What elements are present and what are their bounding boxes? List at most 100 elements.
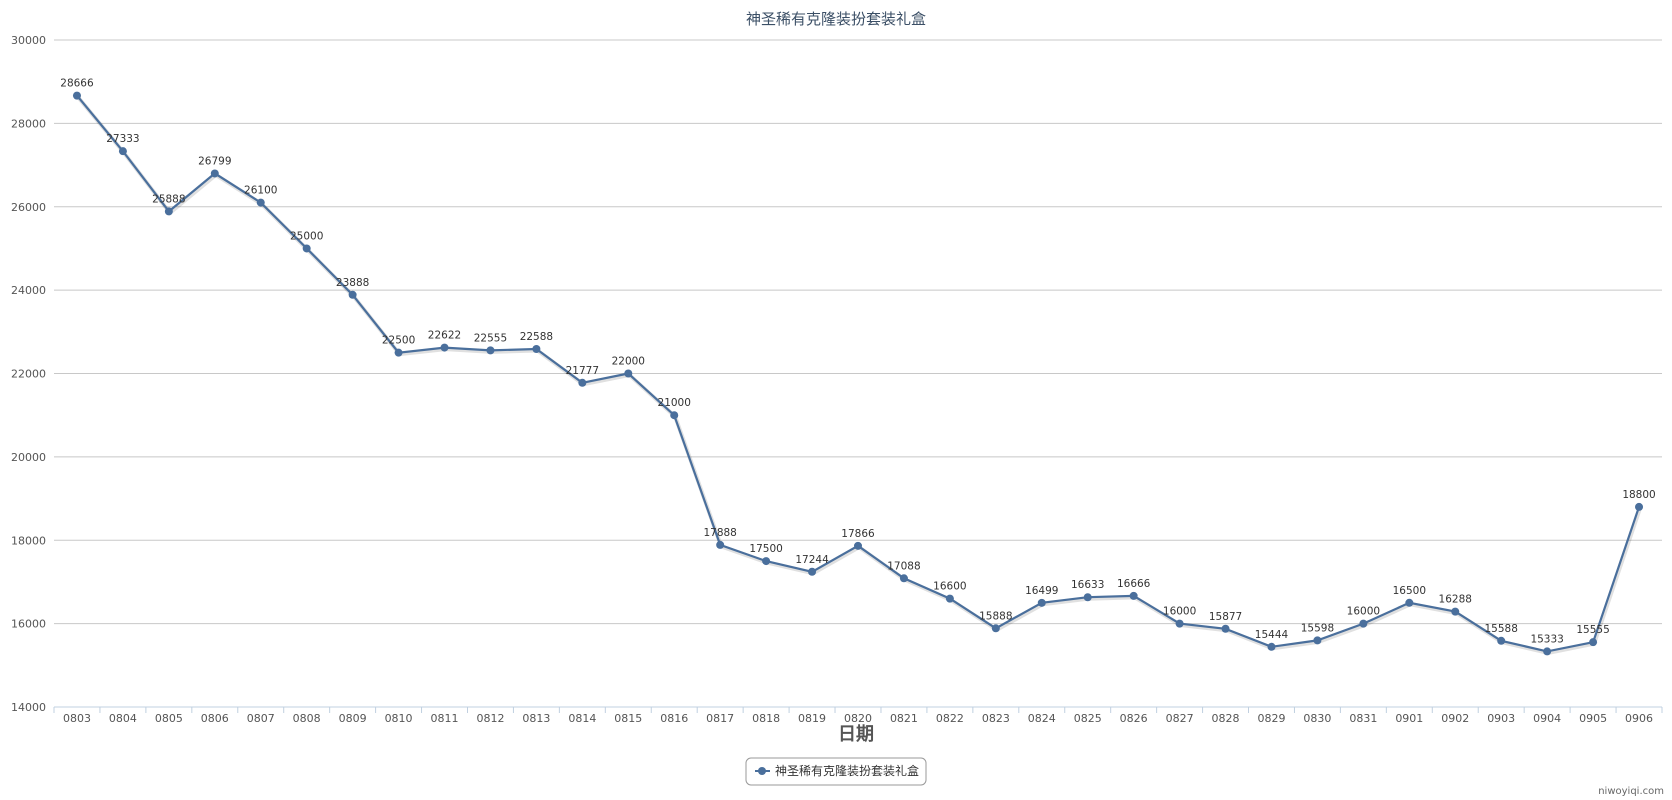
y-tick-label: 30000 — [11, 34, 46, 47]
data-point[interactable] — [854, 541, 862, 550]
data-label: 21777 — [566, 365, 599, 377]
x-tick-label: 0821 — [890, 712, 918, 725]
y-tick-label: 28000 — [11, 117, 46, 130]
data-label: 15598 — [1301, 622, 1334, 634]
data-point[interactable] — [72, 91, 81, 100]
data-label: 17888 — [703, 527, 736, 539]
x-axis: 0803 0804 0805 0806 0807 0808 0809 0810 0811 0812… — [53, 707, 1663, 725]
data-label: 25000 — [290, 230, 323, 242]
x-tick-label: 0822 — [936, 712, 964, 725]
data-point[interactable] — [440, 343, 449, 352]
x-tick-label: 0817 — [706, 712, 734, 725]
data-point[interactable] — [1359, 619, 1368, 628]
data-point[interactable] — [1543, 647, 1552, 656]
data-label: 17866 — [841, 528, 875, 540]
data-label: 17500 — [749, 543, 782, 555]
x-tick-label: 0829 — [1257, 712, 1285, 725]
data-label: 23888 — [336, 277, 369, 289]
data-point[interactable] — [624, 369, 633, 378]
data-label: 16500 — [1393, 585, 1426, 597]
data-label: 22500 — [382, 335, 415, 347]
data-label: 16000 — [1347, 606, 1380, 618]
data-point[interactable] — [1129, 591, 1138, 600]
data-labels: 28666 27333 25888 26799 26100 25000 23888 22500… — [60, 78, 1655, 646]
data-label: 15888 — [979, 610, 1012, 622]
x-tick-label: 0803 — [63, 712, 91, 725]
x-tick-label: 0806 — [201, 712, 229, 725]
legend-dot-marker — [758, 767, 766, 775]
data-point[interactable] — [716, 540, 725, 549]
data-point[interactable] — [486, 346, 495, 355]
data-point[interactable] — [256, 198, 265, 207]
x-tick-label: 0820 — [844, 712, 872, 725]
series-line-shadow — [76, 95, 1642, 655]
data-point[interactable] — [1451, 607, 1460, 616]
data-label: 28666 — [60, 78, 94, 90]
grid — [54, 39, 1662, 708]
data-point[interactable] — [1589, 638, 1598, 647]
data-point[interactable] — [1405, 598, 1414, 607]
legend-box — [745, 757, 927, 786]
data-point[interactable] — [302, 244, 311, 253]
data-point[interactable] — [808, 567, 817, 576]
data-label: 15588 — [1484, 623, 1517, 635]
data-label: 16499 — [1025, 585, 1058, 597]
data-label: 26100 — [244, 185, 277, 197]
watermark: niwoyiqi.com — [1598, 786, 1664, 797]
data-point[interactable] — [164, 207, 173, 216]
x-tick-label: 0831 — [1349, 712, 1377, 725]
x-tick-label: 0807 — [247, 712, 275, 725]
data-label: 22588 — [520, 331, 553, 343]
data-label: 22622 — [428, 330, 461, 342]
data-point[interactable] — [348, 290, 357, 299]
x-tick-label: 0901 — [1395, 712, 1423, 725]
x-axis-title: 日期 — [838, 724, 874, 745]
data-point[interactable] — [394, 348, 403, 357]
data-point[interactable] — [1175, 619, 1184, 628]
data-point[interactable] — [991, 624, 1000, 633]
data-label: 16288 — [1439, 594, 1472, 606]
data-point[interactable] — [1497, 636, 1506, 645]
data-point[interactable] — [210, 169, 219, 178]
data-point[interactable] — [670, 411, 679, 420]
x-tick-label: 0816 — [660, 712, 688, 725]
y-tick-label: 18000 — [11, 534, 46, 547]
y-tick-label: 24000 — [11, 284, 46, 297]
data-label: 16666 — [1117, 578, 1151, 590]
data-point[interactable] — [1083, 593, 1092, 602]
data-point[interactable] — [899, 574, 908, 583]
x-tick-label: 0902 — [1441, 712, 1469, 725]
legend[interactable]: 神圣稀有克隆装扮套装礼盒 — [745, 757, 927, 786]
data-point[interactable] — [1037, 598, 1046, 607]
x-tick-label: 0904 — [1533, 712, 1561, 725]
data-label: 22000 — [612, 356, 645, 368]
data-point[interactable] — [762, 557, 771, 566]
data-point[interactable] — [578, 378, 587, 387]
data-label: 18800 — [1622, 489, 1655, 501]
legend-item-label: 神圣稀有克隆装扮套装礼盒 — [775, 763, 919, 778]
data-label: 15444 — [1255, 629, 1289, 641]
data-label: 22555 — [474, 332, 507, 344]
data-points — [72, 91, 1644, 656]
chart-title: 神圣稀有克隆装扮套装礼盒 — [746, 10, 926, 28]
x-tick-label: 0828 — [1212, 712, 1240, 725]
data-point[interactable] — [118, 147, 127, 156]
data-point[interactable] — [1267, 642, 1276, 651]
x-tick-label: 0823 — [982, 712, 1010, 725]
x-tick-label: 0814 — [568, 712, 596, 725]
data-label: 15555 — [1576, 624, 1609, 636]
data-point[interactable] — [1313, 636, 1322, 645]
x-tick-label: 0825 — [1074, 712, 1102, 725]
data-label: 25888 — [152, 193, 185, 205]
y-tick-label: 26000 — [11, 201, 46, 214]
x-tick-label: 0805 — [155, 712, 183, 725]
x-tick-label: 0826 — [1120, 712, 1148, 725]
data-label: 16633 — [1071, 579, 1104, 591]
data-point[interactable] — [1635, 502, 1644, 511]
data-label: 16000 — [1163, 606, 1196, 618]
x-tick-label: 0809 — [339, 712, 367, 725]
data-label: 27333 — [106, 133, 139, 145]
data-point[interactable] — [1221, 624, 1230, 633]
data-point[interactable] — [945, 594, 954, 603]
data-point[interactable] — [532, 344, 541, 353]
